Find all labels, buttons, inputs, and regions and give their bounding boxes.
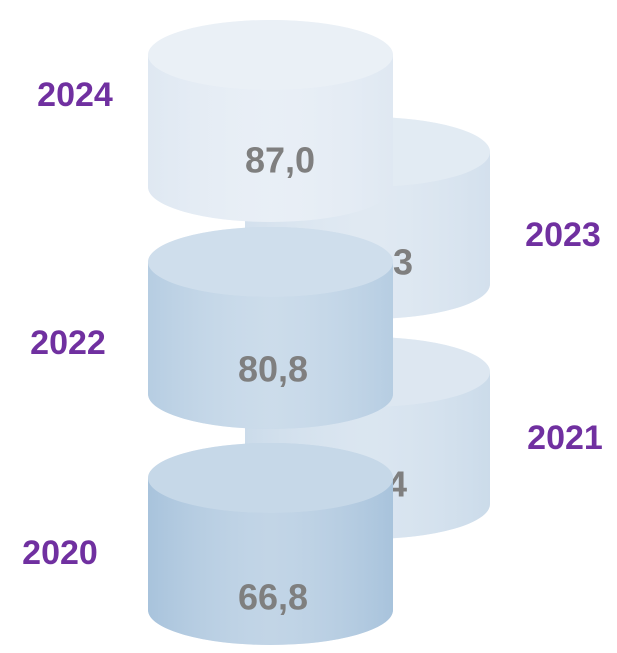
year-label: 2020 xyxy=(22,534,98,572)
value-label: 87,0 xyxy=(245,140,315,181)
year-label: 2021 xyxy=(527,419,603,457)
value-label: 80,8 xyxy=(238,349,308,390)
chart: 68,483,366,880,887,020202021202220232024 xyxy=(0,0,617,648)
year-label: 2024 xyxy=(37,76,113,114)
cylinder xyxy=(148,20,393,222)
year-label: 2023 xyxy=(525,216,601,254)
cylinder xyxy=(148,227,393,429)
page: {"chart_data": {"type": "cylinder", "cat… xyxy=(0,0,617,648)
cylinder-top-highlight xyxy=(148,20,393,90)
cylinder-top-highlight xyxy=(148,227,393,297)
cylinder-top-highlight xyxy=(148,443,393,513)
value-label: 66,8 xyxy=(238,577,308,618)
year-label: 2022 xyxy=(30,324,106,362)
